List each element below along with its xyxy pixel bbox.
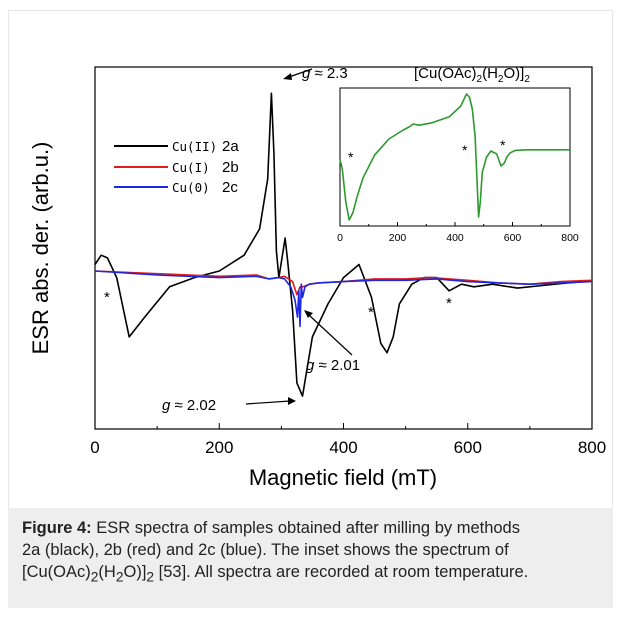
annotation-g-symbol: g bbox=[162, 397, 171, 414]
series-line-2b bbox=[94, 270, 593, 296]
annotation-g-2.3: g ≈ 2.3 bbox=[283, 65, 348, 82]
svg-text:g ≈ 2.02: g ≈ 2.02 bbox=[162, 397, 216, 414]
caption-label: Figure 4: bbox=[22, 519, 92, 537]
svg-text:g ≈ 2.3: g ≈ 2.3 bbox=[302, 65, 348, 82]
legend-name-2c: 2c bbox=[222, 179, 238, 196]
figure-caption: Figure 4: ESR spectra of samples obtaine… bbox=[8, 508, 613, 608]
annotation-value: ≈ 2.3 bbox=[310, 65, 347, 82]
main-x-ticks: 0 200 400 600 800 bbox=[90, 423, 606, 457]
x-tick-label: 400 bbox=[329, 438, 357, 457]
x-tick-label: 600 bbox=[504, 232, 522, 244]
caption-line-3: [Cu(OAc)2(H2O)]2 [53]. All spectra are r… bbox=[22, 563, 529, 585]
legend: Cu(II) 2a Cu(I) 2b Cu(0) 2c bbox=[114, 138, 239, 196]
inset-x-ticks: 0 200 400 600 800 bbox=[337, 222, 579, 244]
legend-prefix-2b: Cu(I) bbox=[172, 160, 210, 175]
y-axis-label: ESR abs. der. (arb.u.) bbox=[28, 142, 53, 355]
annotation-g-2.01: g ≈ 2.01 bbox=[304, 310, 360, 374]
peak-marker: * bbox=[446, 295, 452, 312]
annotation-value: ≈ 2.02 bbox=[170, 397, 216, 414]
inset-plot-area bbox=[339, 87, 571, 227]
annotation-g-symbol: g bbox=[302, 65, 311, 82]
caption-line-1: Figure 4: ESR spectra of samples obtaine… bbox=[22, 519, 520, 537]
legend-prefix-2a: Cu(II) bbox=[172, 139, 217, 154]
x-tick-label: 600 bbox=[454, 438, 482, 457]
esr-chart: 0 200 400 600 800 ESR abs. der. (arb.u.) Mag… bbox=[28, 65, 606, 490]
peak-marker: * bbox=[104, 289, 110, 306]
series-line-inset-0 bbox=[339, 93, 570, 221]
x-tick-label: 800 bbox=[578, 438, 606, 457]
x-tick-label: 0 bbox=[90, 438, 99, 457]
legend-prefix-2c: Cu(0) bbox=[172, 180, 210, 195]
x-tick-label: 200 bbox=[389, 232, 407, 244]
inset-peak-marker: * bbox=[462, 142, 468, 158]
legend-name-2b: 2b bbox=[222, 159, 239, 176]
caption-line-2: 2a (black), 2b (red) and 2c (blue). The … bbox=[22, 541, 509, 559]
peak-marker: * bbox=[368, 304, 374, 321]
x-tick-label: 800 bbox=[561, 232, 579, 244]
svg-text:g ≈ 2.01: g ≈ 2.01 bbox=[306, 357, 360, 374]
annotation-g-symbol: g bbox=[306, 357, 315, 374]
series-line-2c bbox=[94, 270, 593, 328]
inset-peak-marker: * bbox=[500, 137, 506, 153]
x-tick-label: 0 bbox=[337, 232, 343, 244]
x-tick-label: 200 bbox=[205, 438, 233, 457]
annotation-value: ≈ 2.01 bbox=[314, 357, 360, 374]
x-tick-label: 400 bbox=[446, 232, 464, 244]
main-series-group bbox=[94, 92, 593, 397]
series-line-2a bbox=[94, 92, 593, 397]
inset-peak-marker: * bbox=[348, 149, 354, 165]
inset-title: [Cu(OAc)2(H2O)]2 bbox=[414, 65, 530, 85]
annotation-g-2.02: g ≈ 2.02 bbox=[162, 397, 296, 414]
legend-name-2a: 2a bbox=[222, 138, 239, 155]
x-axis-label: Magnetic field (mT) bbox=[249, 465, 437, 490]
inset-series-group bbox=[339, 93, 570, 221]
